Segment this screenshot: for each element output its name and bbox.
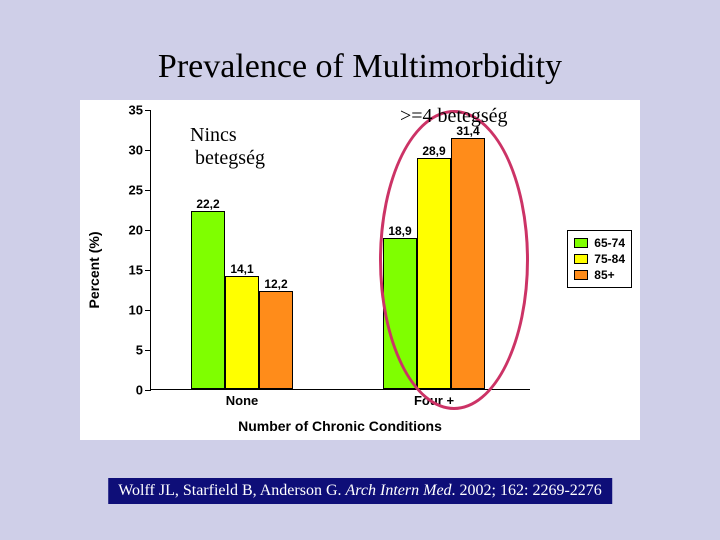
legend-item: 75-84 [574, 251, 625, 267]
citation-rest: . 2002; 162: 2269-2276 [452, 482, 602, 499]
bar-value-label: 18,9 [388, 224, 411, 239]
bar: 12,2 [259, 291, 293, 389]
bar-value-label: 12,2 [264, 277, 287, 292]
bar-value-label: 28,9 [422, 144, 445, 159]
slide-title: Prevalence of Multimorbidity [0, 48, 720, 86]
y-tick-label: 10 [129, 303, 151, 318]
legend-item: 85+ [574, 267, 625, 283]
legend-label: 75-84 [594, 252, 625, 266]
bar-value-label: 14,1 [230, 262, 253, 277]
bar: 28,9 [417, 158, 451, 389]
legend: 65-74 75-84 85+ [567, 230, 632, 288]
citation-authors: Wolff JL, Starfield B, Anderson G. [118, 482, 341, 499]
legend-item: 65-74 [574, 235, 625, 251]
x-category-label: None [226, 389, 259, 408]
y-tick-label: 30 [129, 143, 151, 158]
citation-journal: Arch Intern Med [346, 482, 452, 499]
y-tick-label: 25 [129, 183, 151, 198]
y-tick-label: 0 [136, 383, 151, 398]
y-tick-label: 5 [136, 343, 151, 358]
legend-swatch [574, 270, 588, 280]
y-tick-label: 15 [129, 263, 151, 278]
annotation-four: >=4 betegség [400, 105, 508, 128]
legend-label: 65-74 [594, 236, 625, 250]
legend-swatch [574, 254, 588, 264]
y-tick-label: 35 [129, 103, 151, 118]
legend-swatch [574, 238, 588, 248]
legend-label: 85+ [594, 268, 614, 282]
bar: 22,2 [191, 211, 225, 389]
bar: 14,1 [225, 276, 259, 389]
y-axis-label: Percent (%) [86, 231, 102, 308]
citation-bar: Wolff JL, Starfield B, Anderson G. Arch … [108, 478, 612, 504]
bar: 31,4 [451, 138, 485, 389]
chart-panel: Percent (%) 05101520253035None22,214,112… [80, 100, 640, 440]
bar-value-label: 22,2 [196, 197, 219, 212]
annotation-none: Nincs betegség [190, 124, 265, 170]
bar: 18,9 [383, 238, 417, 389]
x-category-label: Four + [414, 389, 454, 408]
y-tick-label: 20 [129, 223, 151, 238]
x-axis-label: Number of Chronic Conditions [150, 418, 530, 434]
